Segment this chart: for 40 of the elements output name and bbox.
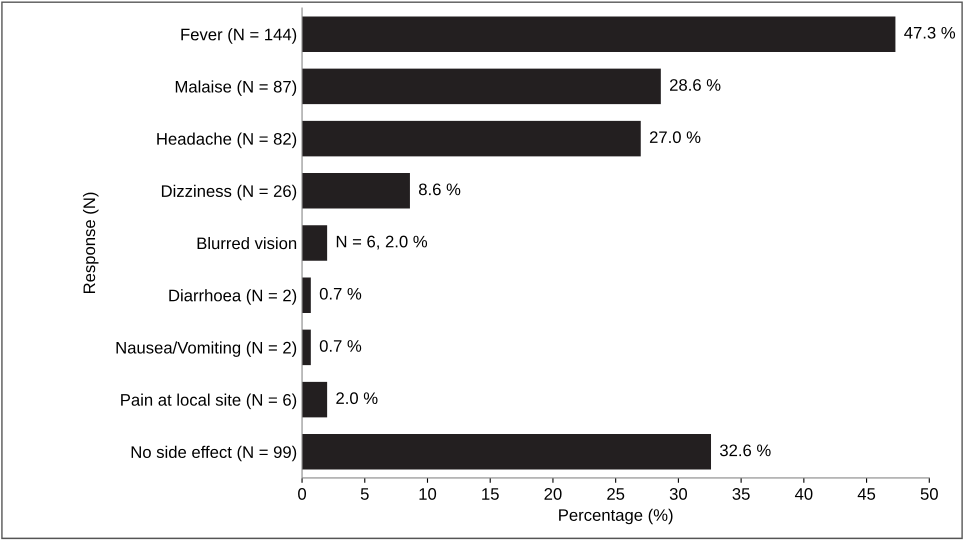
x-tick-label: 45: [858, 488, 876, 500]
data-label: 32.6 %: [720, 444, 771, 456]
bar: [302, 382, 328, 418]
data-label: 2.0 %: [336, 392, 378, 404]
y-tick-label: Nausea/Vomiting (N = 2): [116, 341, 296, 357]
y-tick-label: No side effect (N = 99): [132, 446, 296, 462]
bar: [302, 68, 661, 104]
data-label: 27.0 %: [650, 131, 700, 144]
x-tick-label: 20: [544, 488, 562, 500]
data-label: 28.6 %: [670, 79, 720, 91]
bar: [302, 277, 311, 313]
y-tick-label: Headache (N = 82): [157, 132, 296, 148]
x-tick-label: 15: [482, 488, 499, 500]
x-tick-label: 35: [732, 488, 750, 500]
bar: [302, 330, 311, 366]
bar: [302, 225, 328, 261]
x-axis-title: Percentage (%): [559, 508, 673, 524]
y-tick-label: Diarrhoea (N = 2): [169, 289, 296, 305]
y-axis-title: Response (N): [82, 192, 98, 294]
x-tick-label: 0: [298, 488, 306, 500]
data-label: 0.7 %: [320, 288, 362, 300]
y-tick-label: Fever (N = 144): [181, 28, 296, 44]
bar: [302, 16, 896, 52]
data-label: 47.3 %: [904, 26, 956, 39]
x-tick-label: 25: [607, 488, 624, 500]
x-tick-label: 40: [794, 488, 812, 500]
data-label: 0.7 %: [320, 340, 362, 352]
y-tick-label: Pain at local site (N = 6): [121, 394, 296, 410]
bar: [302, 173, 410, 209]
x-tick-label: 50: [920, 488, 938, 500]
bar: [302, 120, 641, 156]
y-tick-label: Malaise (N = 87): [176, 80, 296, 96]
bar: [302, 434, 712, 470]
data-label: N = 6, 2.0 %: [336, 236, 428, 250]
x-tick-label: 30: [670, 488, 688, 500]
x-tick-label: 5: [360, 488, 369, 500]
y-tick-label: Blurred vision: [198, 236, 296, 250]
data-label: 8.6 %: [418, 183, 460, 196]
y-tick-label: Dizziness (N = 26): [162, 184, 296, 200]
x-tick-label: 10: [420, 488, 436, 500]
